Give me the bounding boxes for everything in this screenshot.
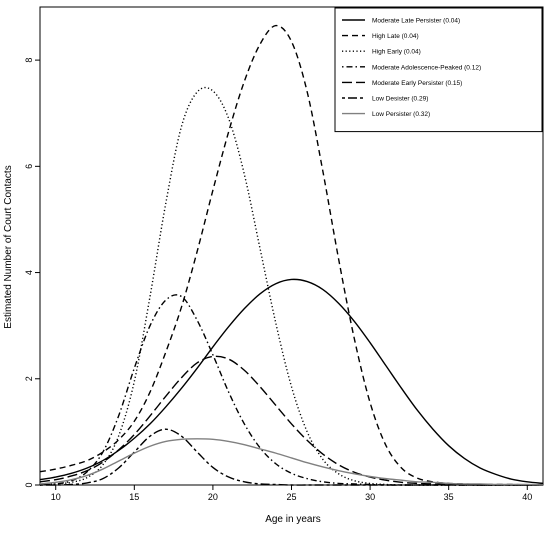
legend-label-2: High Late (0.04) [372, 33, 419, 40]
legend-label-6: Low Desister (0.29) [372, 96, 428, 103]
x-tick-label: 10 [51, 492, 61, 502]
series-line-7 [39, 438, 544, 486]
x-tick-label: 35 [444, 492, 454, 502]
x-tick-label: 30 [365, 492, 375, 502]
x-axis-label: Age in years [265, 514, 321, 525]
legend-label-5: Moderate Early Persister (0.15) [372, 80, 462, 87]
legend-label-7: Low Persister (0.32) [372, 111, 430, 118]
x-tick-label: 25 [286, 492, 296, 502]
series-line-6 [39, 428, 543, 486]
x-tick-label: 40 [522, 492, 532, 502]
x-axis: 10 15 20 25 30 35 40 [51, 485, 532, 502]
legend-label-4: Moderate Adolescence-Peaked (0.12) [372, 64, 481, 71]
y-tick-label: 2 [24, 376, 34, 381]
series-line-4 [39, 294, 543, 486]
y-tick-label: 4 [24, 270, 34, 275]
legend: Moderate Late Persister (0.04) High Late … [334, 7, 543, 133]
y-axis-label: Estimated Number of Court Contacts [3, 165, 14, 328]
series-line-5 [39, 355, 543, 486]
x-tick-label: 20 [208, 492, 218, 502]
legend-label-1: Moderate Late Persister (0.04) [372, 18, 460, 25]
series-line-1 [39, 278, 544, 485]
legend-box [334, 7, 543, 133]
series-line-3 [39, 86, 543, 486]
x-tick-label: 15 [129, 492, 139, 502]
y-tick-label: 8 [24, 58, 34, 63]
y-tick-label: 0 [24, 482, 34, 487]
y-axis: 0 2 4 6 8 [24, 58, 40, 488]
legend-label-3: High Early (0.04) [372, 49, 421, 56]
y-tick-label: 6 [24, 164, 34, 169]
